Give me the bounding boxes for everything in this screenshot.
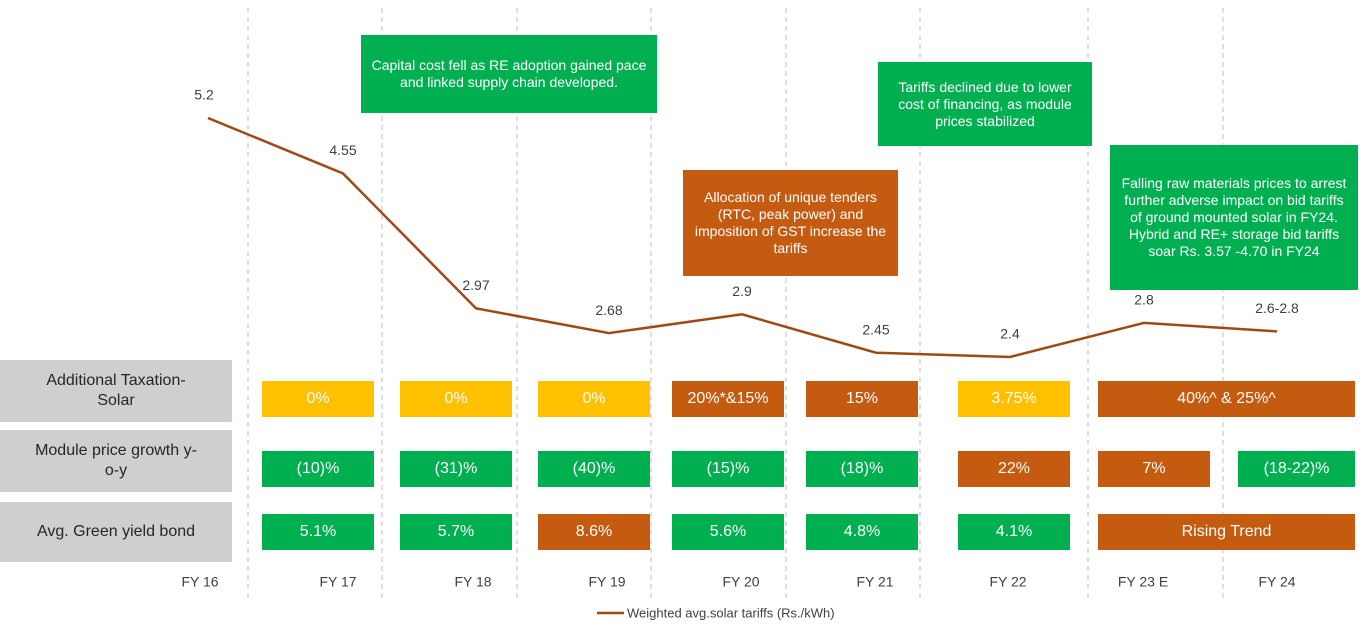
table-cell: 8.6% xyxy=(538,514,650,550)
x-tick-label: FY 22 xyxy=(989,574,1026,590)
tariff-line xyxy=(207,116,1278,359)
x-tick-label: FY 17 xyxy=(319,574,356,590)
x-tick-label: FY 21 xyxy=(856,574,893,590)
x-tick-label: FY 24 xyxy=(1258,574,1295,590)
annotation: Tariffs declined due to lower cost of fi… xyxy=(878,62,1092,146)
table-cell: 4.1% xyxy=(958,514,1070,550)
table-cell: 40%^ & 25%^ xyxy=(1098,381,1355,417)
table-cell: (40)% xyxy=(538,451,650,487)
table-cell: 15% xyxy=(806,381,918,417)
table-cell: 0% xyxy=(400,381,512,417)
data-label: 2.8 xyxy=(1134,292,1154,308)
table-cell: 0% xyxy=(538,381,650,417)
data-label: 2.6-2.8 xyxy=(1255,300,1299,316)
data-label: 4.55 xyxy=(329,142,356,158)
table-cell: 4.8% xyxy=(806,514,918,550)
data-label: 2.4 xyxy=(1000,326,1020,342)
annotation: Capital cost fell as RE adoption gained … xyxy=(361,35,657,113)
x-tick-label: FY 16 xyxy=(181,574,218,590)
table-cell: 20%*&15% xyxy=(672,381,784,417)
annotation: Allocation of unique tenders (RTC, peak … xyxy=(683,170,898,276)
data-label: 2.68 xyxy=(595,302,622,318)
row-label: Module price growth y-o-y xyxy=(0,430,232,492)
legend-label: Weighted avg.solar tariffs (Rs./kWh) xyxy=(627,605,835,620)
data-label: 2.97 xyxy=(462,277,489,293)
data-label: 5.2 xyxy=(194,87,214,103)
table-cell: (18-22)% xyxy=(1238,451,1355,487)
table-cell: 5.7% xyxy=(400,514,512,550)
row-label: Additional Taxation-Solar xyxy=(0,360,232,422)
table-cell: (18)% xyxy=(806,451,918,487)
table-cell: 3.75% xyxy=(958,381,1070,417)
table-cell: 22% xyxy=(958,451,1070,487)
table-cell: Rising Trend xyxy=(1098,514,1355,550)
table-cell: 0% xyxy=(262,381,374,417)
data-label: 2.45 xyxy=(862,321,889,337)
table-cell: 5.1% xyxy=(262,514,374,550)
x-tick-label: FY 20 xyxy=(722,574,759,590)
table-cell: 5.6% xyxy=(672,514,784,550)
table-cell: (15)% xyxy=(672,451,784,487)
x-tick-label: FY 23 E xyxy=(1118,574,1168,590)
x-tick-label: FY 18 xyxy=(454,574,491,590)
data-label: 2.9 xyxy=(732,283,752,299)
row-label: Avg. Green yield bond xyxy=(0,502,232,562)
table-cell: (31)% xyxy=(400,451,512,487)
annotation: Falling raw materials prices to arrest f… xyxy=(1110,145,1358,290)
table-cell: (10)% xyxy=(262,451,374,487)
table-cell: 7% xyxy=(1098,451,1210,487)
x-tick-label: FY 19 xyxy=(588,574,625,590)
